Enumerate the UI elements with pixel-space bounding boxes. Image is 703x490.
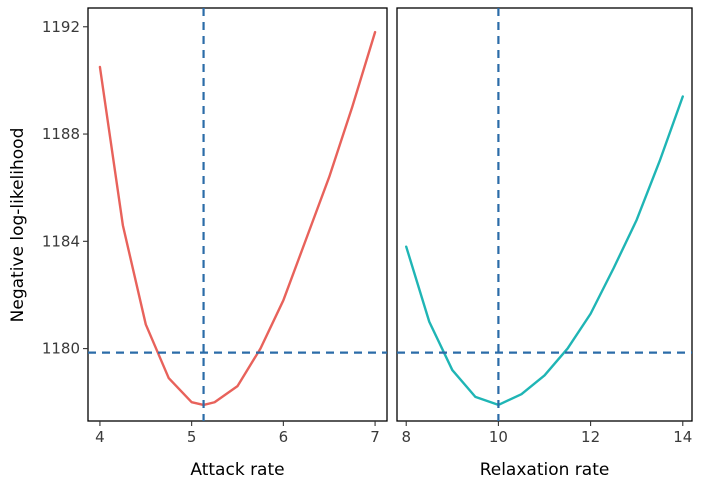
panel-2: 8 10 12 14 Relaxation rate [396, 7, 693, 480]
x-axis-title: Attack rate [190, 460, 284, 480]
x-tick-label: 4 [95, 428, 105, 446]
x-tick-label: 7 [370, 428, 380, 446]
x-tick-label: 5 [187, 428, 197, 446]
series-line [98, 30, 377, 407]
x-tick-label: 6 [279, 428, 289, 446]
y-tick-label: 1184 [42, 232, 80, 250]
panel-border [396, 7, 693, 422]
panel-1: 4 5 6 7 Attack rate 1180 1184 1188 1192 [42, 7, 388, 480]
x-tick-label: 10 [489, 428, 508, 446]
x-tick-label: 12 [581, 428, 600, 446]
x-tick-label: 8 [401, 428, 411, 446]
panel-border [87, 7, 388, 422]
y-tick-label: 1180 [42, 340, 80, 358]
x-tick-label: 14 [673, 428, 692, 446]
series-line [405, 95, 684, 407]
x-axis-title: Relaxation rate [480, 460, 610, 480]
y-axis-title: Negative log-likelihood [8, 128, 28, 323]
y-tick-label: 1188 [42, 125, 80, 143]
y-tick-label: 1192 [42, 18, 80, 36]
chart-panels: 4 5 6 7 Attack rate 1180 1184 1188 1192 8 10 12 14 Re… [42, 7, 693, 480]
